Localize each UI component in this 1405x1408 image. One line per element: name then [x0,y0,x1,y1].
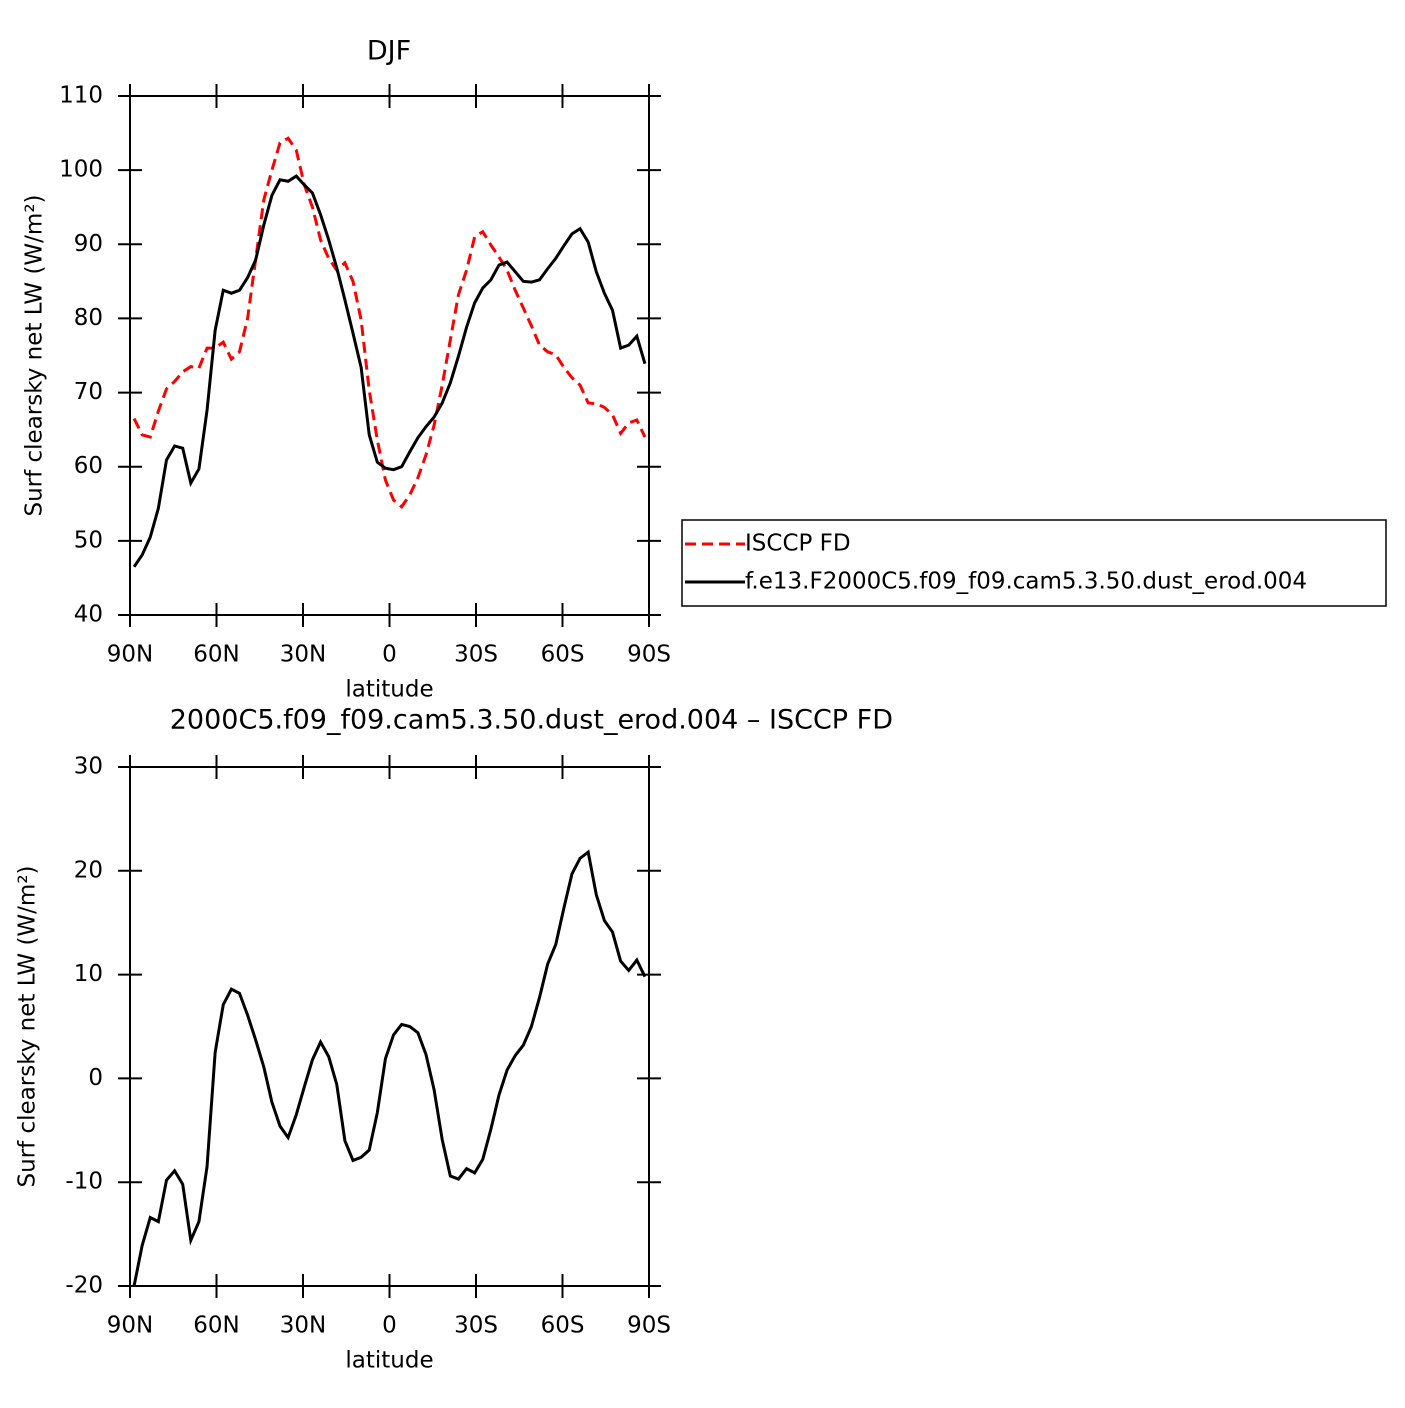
x-tick-label: 0 [382,1313,397,1339]
data-line [132,849,647,1287]
x-tick-label: 30S [454,1313,498,1339]
y-tick-label: 10 [74,961,103,987]
legend-box [681,519,1387,607]
legend-label: ISCCP FD [745,531,851,557]
data-line [132,174,647,568]
y-tick-label: 100 [59,157,103,183]
data-line [132,136,647,509]
x-axis-label: latitude [345,677,433,703]
x-tick-label: 60S [541,1313,585,1339]
legend-label: f.e13.F2000C5.f09_f09.cam5.3.50.dust_ero… [745,569,1307,595]
y-tick-label: -10 [65,1169,103,1195]
x-tick-label: 90S [627,1313,671,1339]
x-tick-label: 60N [193,642,239,668]
y-tick-label: 70 [74,379,103,405]
x-tick-label: 30N [280,1313,326,1339]
y-tick-label: 50 [74,527,103,553]
x-tick-label: 0 [382,642,397,668]
x-tick-label: 90N [107,642,153,668]
y-tick-label: 20 [74,857,103,883]
x-tick-label: 60N [193,1313,239,1339]
y-axis-label: Surf clearsky net LW (W/m²) [22,194,48,516]
chart-title: 2000C5.f09_f09.cam5.3.50.dust_erod.004 –… [170,705,893,736]
x-tick-label: 30S [454,642,498,668]
y-tick-label: 80 [74,305,103,331]
y-tick-label: 60 [74,453,103,479]
x-tick-label: 90N [107,1313,153,1339]
x-tick-label: 60S [541,642,585,668]
x-axis-label: latitude [345,1348,433,1374]
plot-frame [129,766,650,1287]
y-tick-label: 90 [74,231,103,257]
y-tick-label: 110 [59,83,103,109]
y-axis-label: Surf clearsky net LW (W/m²) [15,865,41,1187]
x-tick-label: 30N [280,642,326,668]
y-tick-label: 30 [74,754,103,780]
y-tick-label: 0 [88,1065,103,1091]
chart-title: DJF [367,36,411,67]
y-tick-label: 40 [74,602,103,628]
plot-frame [129,95,650,616]
y-tick-label: -20 [65,1273,103,1299]
x-tick-label: 90S [627,642,671,668]
